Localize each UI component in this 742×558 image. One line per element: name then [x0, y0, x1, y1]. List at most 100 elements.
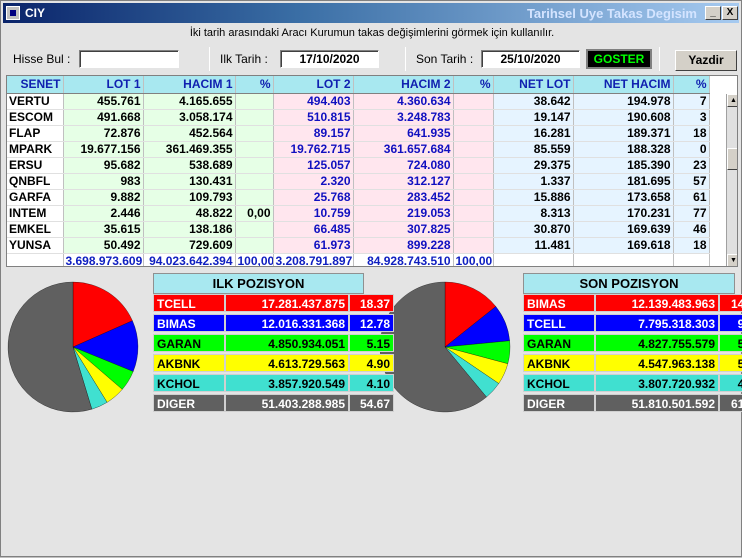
table-cell: 185.390: [573, 157, 674, 174]
table-cell: [235, 189, 274, 206]
table-cell: 46: [673, 221, 710, 238]
table-header-row: SENET LOT 1 HACIM 1% LOT 2 HACIM 2% NET LOT NE…: [7, 76, 710, 94]
position-row[interactable]: TCELL 17.281.437.875 18.37: [153, 294, 394, 312]
table-cell: 84.928.743.510: [353, 253, 454, 266]
table-cell: [453, 205, 494, 222]
vertical-scrollbar[interactable]: ▲ ▼: [726, 94, 737, 266]
separator: [659, 47, 660, 71]
position-value: 4.613.729.563: [225, 354, 349, 372]
table-row[interactable]: YUNSA 50.492 729.609 61.973 899.228 11.481 169…: [7, 237, 710, 254]
column-header: %: [673, 76, 710, 94]
table-cell: 100,00: [453, 253, 494, 266]
ilk-tarih-input[interactable]: 17/10/2020: [280, 50, 379, 68]
position-pct: 5.15: [349, 334, 394, 352]
table-cell: [453, 173, 494, 190]
table-cell: [453, 125, 494, 142]
data-grid[interactable]: SENET LOT 1 HACIM 1% LOT 2 HACIM 2% NET LOT NE…: [6, 75, 738, 267]
scroll-thumb[interactable]: [727, 148, 737, 170]
table-cell: 491.668: [63, 109, 144, 126]
column-header: NET LOT: [493, 76, 574, 94]
table-cell: [673, 253, 710, 266]
table-cell: 494.403: [273, 93, 354, 110]
table-cell: [453, 93, 494, 110]
position-row[interactable]: KCHOL 3.857.920.549 4.10: [153, 374, 394, 392]
position-value: 4.827.755.579: [595, 334, 719, 352]
table-row[interactable]: FLAP 72.876 452.564 89.157 641.935 16.281 189.…: [7, 125, 710, 142]
table-cell: 307.825: [353, 221, 454, 238]
table-cell: 138.186: [143, 221, 236, 238]
table-cell: [235, 173, 274, 190]
table-cell: 361.469.355: [143, 141, 236, 158]
title-bar: CIY Tarihsel Uye Takas Degisim _ X: [3, 3, 739, 23]
pie-slice-diger: [379, 281, 487, 413]
table-cell: 18: [673, 237, 710, 254]
column-header: LOT 2: [273, 76, 354, 94]
table-cell: 77: [673, 205, 710, 222]
minimize-button[interactable]: _: [705, 6, 721, 20]
table-cell: 3.208.791.897: [273, 253, 354, 266]
table-cell: 11.481: [493, 237, 574, 254]
table-cell: 95.682: [63, 157, 144, 174]
table-cell: [453, 237, 494, 254]
table-row[interactable]: INTEM 2.446 48.822 0,00 10.759 219.053 8.313 17…: [7, 205, 710, 222]
table-cell: 1.337: [493, 173, 574, 190]
position-value: 51.403.288.985: [225, 394, 349, 412]
table-row[interactable]: GARFA 9.882 109.793 25.768 283.452 15.886 173.…: [7, 189, 710, 206]
son-tarih-label: Son Tarih :: [416, 52, 474, 66]
pie-slice-garan: [444, 340, 511, 364]
close-button[interactable]: X: [722, 6, 738, 20]
goster-button[interactable]: GOSTER: [586, 49, 652, 69]
ilk-tarih-label: Ilk Tarih :: [220, 52, 268, 66]
table-cell: 15.886: [493, 189, 574, 206]
table-cell: 170.231: [573, 205, 674, 222]
yazdir-button[interactable]: Yazdir: [675, 50, 737, 71]
table-cell: 3.248.783: [353, 109, 454, 126]
table-row[interactable]: EMKEL 35.615 138.186 66.485 307.825 30.870 169…: [7, 221, 710, 238]
table-cell: 189.371: [573, 125, 674, 142]
table-cell: 169.639: [573, 221, 674, 238]
scroll-up-arrow-icon[interactable]: ▲: [727, 94, 737, 107]
totals-row[interactable]: 3.698.973.609 94.023.642.394 100,00 3.208.7…: [7, 253, 710, 266]
app-short-title: CIY: [25, 6, 46, 20]
table-row[interactable]: QNBFL 983 130.431 2.320 312.127 1.337 181.695 5…: [7, 173, 710, 190]
table-cell: [453, 221, 494, 238]
table-row[interactable]: ERSU 95.682 538.689 125.057 724.080 29.375 185…: [7, 157, 710, 174]
table-cell: 181.695: [573, 173, 674, 190]
table-cell: 283.452: [353, 189, 454, 206]
grid-table: SENET LOT 1 HACIM 1% LOT 2 HACIM 2% NET LOT NE…: [7, 76, 710, 266]
table-cell: MPARK: [7, 141, 64, 158]
position-row[interactable]: AKBNK 4.613.729.563 4.90: [153, 354, 394, 372]
table-row[interactable]: MPARK 19.677.156 361.469.355 19.762.715 361.…: [7, 141, 710, 158]
position-name: TCELL: [153, 294, 225, 312]
table-cell: 30.870: [493, 221, 574, 238]
table-cell: VERTU: [7, 93, 64, 110]
table-row[interactable]: VERTU 455.761 4.165.655 494.403 4.360.634 38.…: [7, 93, 710, 110]
table-cell: [235, 125, 274, 142]
table-cell: 0: [673, 141, 710, 158]
scroll-down-arrow-icon[interactable]: ▼: [727, 254, 737, 266]
son-tarih-input[interactable]: 25/10/2020: [481, 50, 580, 68]
position-name: KCHOL: [523, 374, 595, 392]
table-cell: 38.642: [493, 93, 574, 110]
table-cell: [235, 237, 274, 254]
position-row[interactable]: BIMAS 12.016.331.368 12.78: [153, 314, 394, 332]
table-cell: [493, 253, 574, 266]
position-value: 3.807.720.932: [595, 374, 719, 392]
son-pozisyon-title: SON POZISYON: [523, 273, 735, 294]
table-cell: 109.793: [143, 189, 236, 206]
table-cell: 66.485: [273, 221, 354, 238]
pie-slice-garan: [72, 346, 134, 390]
position-pct: 61.00: [719, 394, 742, 412]
hisse-input[interactable]: [79, 50, 179, 68]
table-row[interactable]: ESCOM 491.668 3.058.174 510.815 3.248.783 19.…: [7, 109, 710, 126]
position-row[interactable]: DIGER 51.403.288.985 54.67: [153, 394, 394, 412]
table-cell: FLAP: [7, 125, 64, 142]
table-cell: 23: [673, 157, 710, 174]
position-row[interactable]: GARAN 4.850.934.051 5.15: [153, 334, 394, 352]
